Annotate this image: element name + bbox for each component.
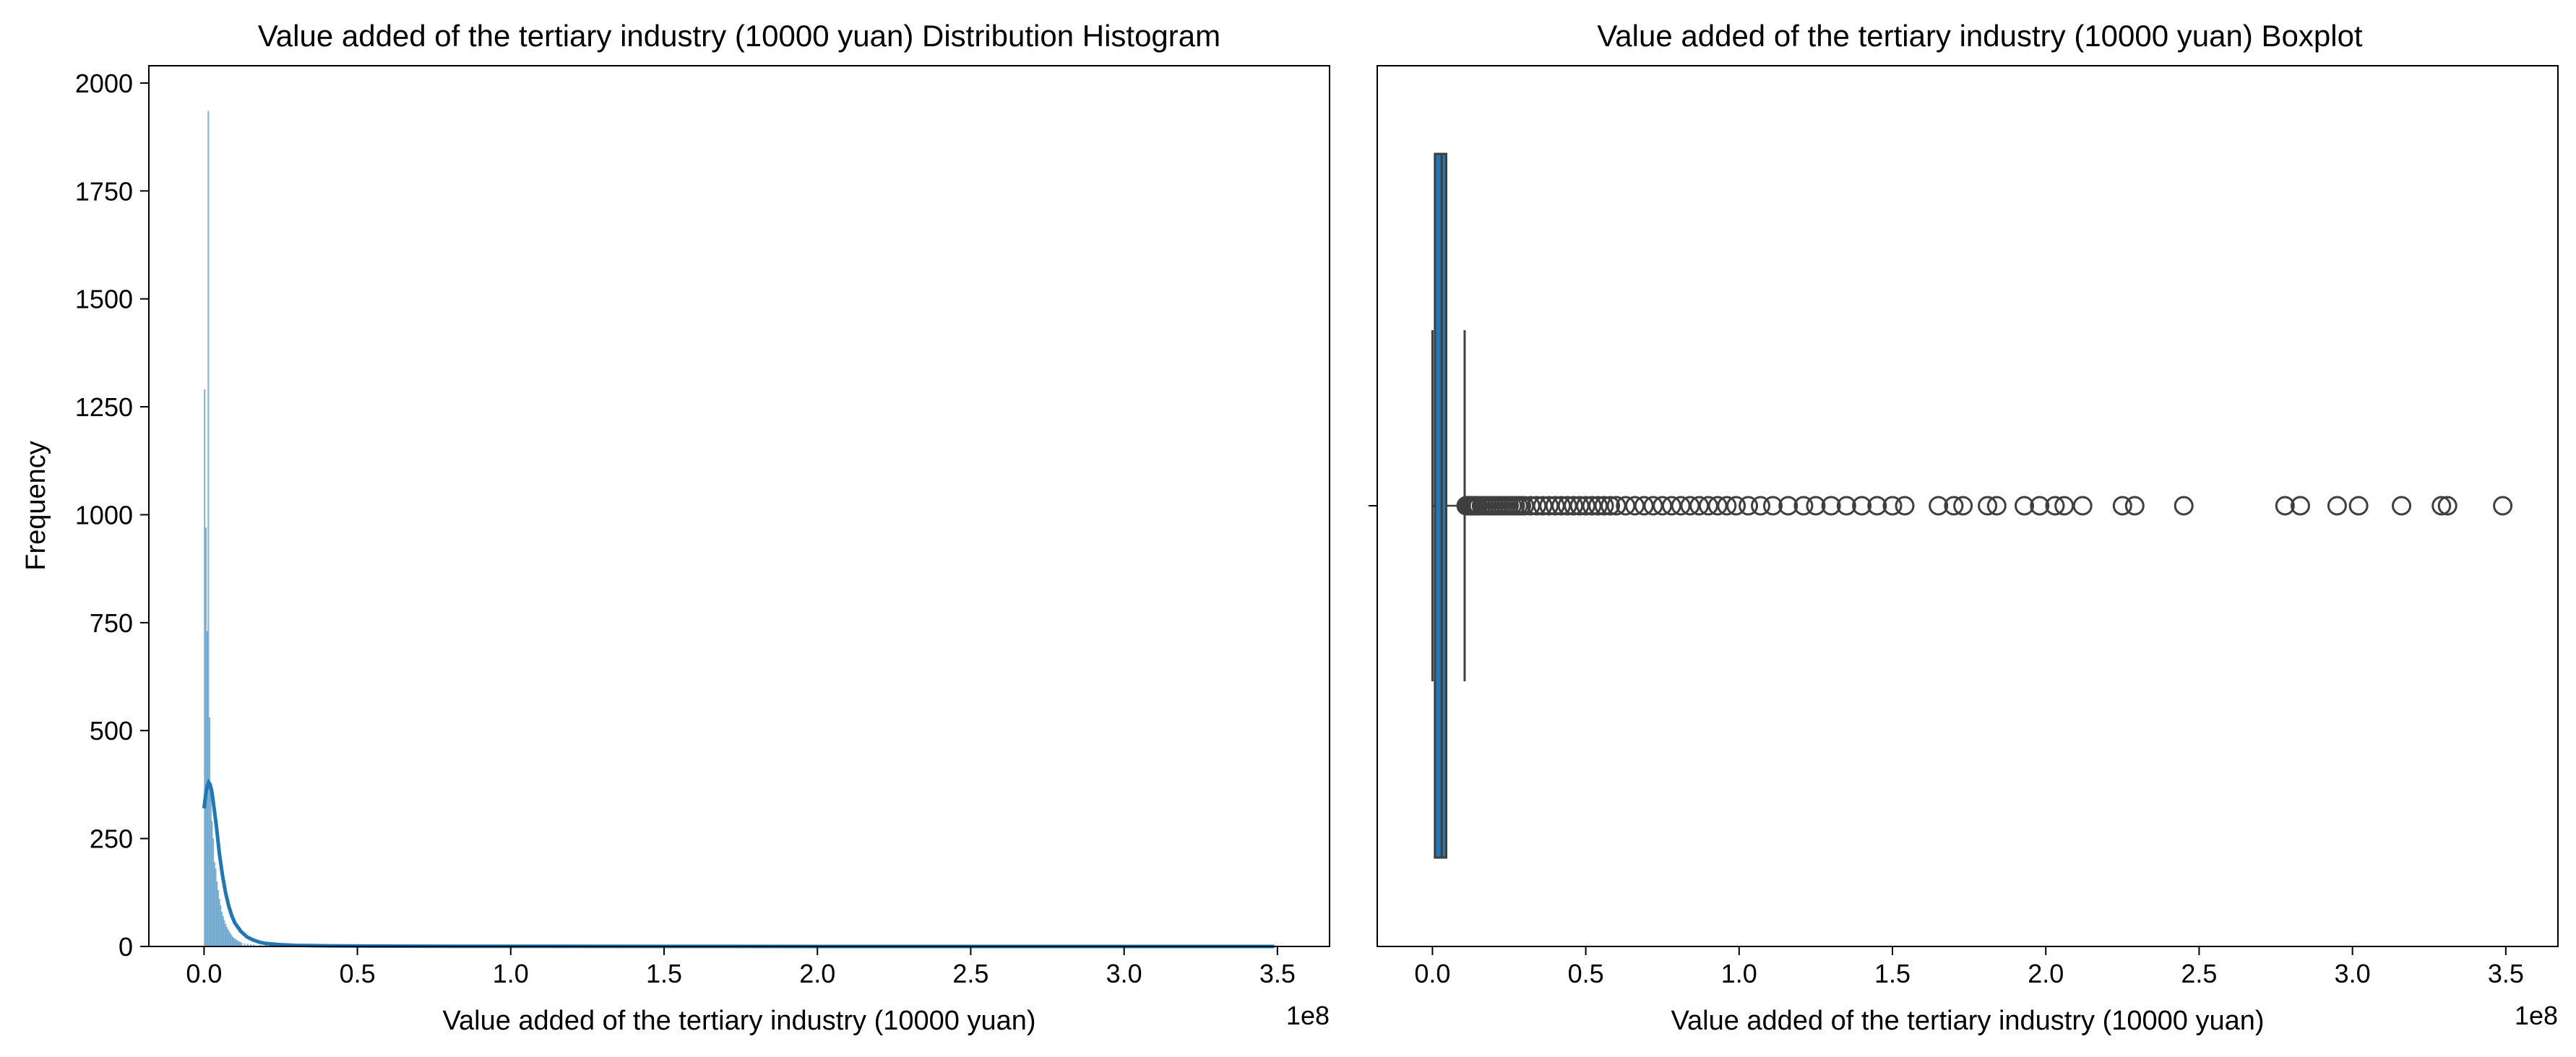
boxplot-outlier — [1601, 496, 1621, 516]
boxplot-outlier — [1867, 496, 1887, 516]
boxplot-outlier — [2174, 496, 2194, 516]
boxplot-x-tick-label: 0.0 — [1414, 959, 1450, 988]
histogram-x-tick-label: 0.5 — [340, 959, 376, 988]
boxplot-outlier — [2431, 496, 2452, 516]
boxplot-outlier — [1739, 496, 1759, 516]
boxplot-x-offset-text: 1e8 — [2515, 1001, 2558, 1030]
boxplot-outlier — [1751, 496, 1771, 516]
boxplot-outlier — [2015, 496, 2035, 516]
boxplot-outlier — [1806, 496, 1826, 516]
boxplot-outlier — [1953, 496, 1973, 516]
boxplot-outlier — [2072, 496, 2093, 516]
histogram-x-tick-label: 2.0 — [799, 959, 835, 988]
histogram-panel: Value added of the tertiary industry (10… — [21, 19, 1330, 1036]
boxplot-outlier — [1836, 496, 1856, 516]
histogram-x-tick-label: 1.5 — [646, 959, 682, 988]
boxplot-outlier — [1778, 496, 1799, 516]
boxplot-outlier — [2327, 496, 2347, 516]
histogram-y-tick-label: 750 — [90, 608, 133, 638]
histogram-x-tick-label: 2.5 — [952, 959, 988, 988]
boxplot-outlier — [2348, 496, 2369, 516]
histogram-x-tick-label: 3.0 — [1106, 959, 1142, 988]
boxplot-outlier — [1717, 496, 1737, 516]
boxplot-outlier — [2030, 496, 2050, 516]
kde-curve — [202, 778, 1275, 949]
boxplot-x-tick-label: 2.0 — [2028, 959, 2064, 988]
histogram-y-tick-label: 1250 — [75, 392, 133, 422]
histogram-x-axis-label: Value added of the tertiary industry (10… — [442, 1006, 1035, 1036]
histogram-x-tick-label: 0.0 — [186, 959, 222, 988]
histogram-y-ticks: 0 250 500 750 1000 1250 1500 1750 2000 — [75, 69, 149, 962]
boxplot-outlier — [1793, 496, 1814, 516]
boxplot-outlier — [2045, 496, 2065, 516]
histogram-y-axis-label: Frequency — [21, 441, 51, 571]
boxplot-x-tick-label: 0.5 — [1568, 959, 1604, 988]
histogram-y-tick-label: 2000 — [75, 69, 133, 98]
boxplot-x-tick-label: 3.0 — [2335, 959, 2371, 988]
histogram-x-tick-label: 3.5 — [1259, 959, 1296, 988]
boxplot-outlier — [2275, 496, 2295, 516]
histogram-y-tick-label: 500 — [90, 716, 133, 746]
boxplot-outlier — [1882, 496, 1903, 516]
boxplot-outlier — [2112, 496, 2132, 516]
boxplot-x-tick-label: 1.5 — [1874, 959, 1911, 988]
boxplot-x-ticks: 0.0 0.5 1.0 1.5 2.0 2.5 3.0 3.5 — [1414, 946, 2524, 988]
boxplot-outlier — [2392, 496, 2412, 516]
boxplot-outlier — [2493, 496, 2513, 516]
boxplot-outlier — [1594, 496, 1614, 516]
boxplot-outlier — [1821, 496, 1841, 516]
boxplot-panel: Value added of the tertiary industry (10… — [1369, 19, 2559, 1036]
boxplot-outlier — [1986, 496, 2007, 516]
histogram-y-tick-label: 1750 — [75, 176, 133, 206]
boxplot-x-axis-label: Value added of the tertiary industry (10… — [1671, 1006, 2264, 1036]
boxplot-x-tick-label: 2.5 — [2181, 959, 2217, 988]
boxplot-outlier — [1978, 496, 1998, 516]
boxplot-title: Value added of the tertiary industry (10… — [1597, 19, 2363, 53]
histogram-x-ticks: 0.0 0.5 1.0 1.5 2.0 2.5 3.0 3.5 — [186, 946, 1296, 988]
boxplot-outlier — [1852, 496, 1872, 516]
boxplot-axes-frame — [1377, 65, 2559, 947]
histogram-axes-frame — [148, 65, 1330, 947]
boxplot-plot-area — [1431, 152, 2513, 859]
histogram-y-tick-label: 1000 — [75, 500, 133, 530]
boxplot-outlier — [2290, 496, 2310, 516]
histogram-x-tick-label: 1.0 — [493, 959, 529, 988]
histogram-y-tick-label: 0 — [119, 932, 133, 962]
boxplot-x-tick-label: 1.0 — [1721, 959, 1757, 988]
histogram-y-tick-label: 1500 — [75, 285, 133, 314]
histogram-x-offset-text: 1e8 — [1286, 1001, 1330, 1030]
histogram-bars — [204, 111, 329, 947]
boxplot-outlier — [1726, 496, 1746, 516]
boxplot-outlier — [1895, 496, 1915, 516]
histogram-plot-area — [202, 111, 1275, 949]
histogram-y-tick-label: 250 — [90, 824, 133, 854]
boxplot-outlier — [1929, 496, 1949, 516]
boxplot-outlier — [1762, 496, 1783, 516]
histogram-title: Value added of the tertiary industry (10… — [258, 19, 1220, 53]
boxplot-outlier — [2437, 496, 2457, 516]
boxplot-outlier — [1944, 496, 1964, 516]
boxplot-x-tick-label: 3.5 — [2488, 959, 2524, 988]
boxplot-outlier — [2124, 496, 2145, 516]
